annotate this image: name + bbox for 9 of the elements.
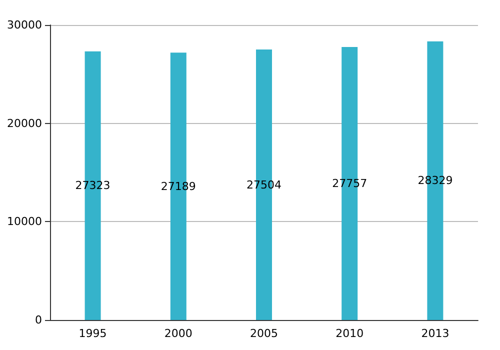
y-tick-label: 10000	[7, 215, 42, 228]
x-tick-label: 2000	[164, 327, 192, 340]
x-tick-label: 1995	[78, 327, 107, 340]
x-tick-label: 2005	[250, 327, 278, 340]
y-tick-label: 20000	[7, 116, 42, 130]
x-tick-label: 2013	[421, 327, 450, 340]
y-tick-label: 0	[35, 314, 42, 326]
x-tick-label: 2010	[336, 327, 364, 340]
y-tick-label: 30000	[7, 18, 42, 32]
